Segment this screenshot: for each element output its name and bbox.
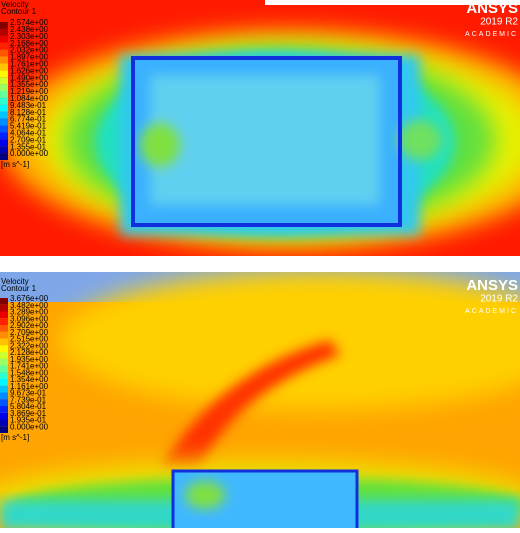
legend-label: 1.355e+00 xyxy=(10,80,49,89)
legend-label: 1.161e+00 xyxy=(10,382,49,391)
legend-swatch xyxy=(0,77,8,85)
legend-label: 2.709e-01 xyxy=(10,135,47,144)
legend-swatch xyxy=(0,304,8,312)
legend-swatch xyxy=(0,325,8,332)
legend-swatch xyxy=(0,49,8,57)
legend-label: 1.897e+00 xyxy=(10,53,49,62)
legend-unit: [m s^-1] xyxy=(1,160,29,169)
legend-label: 3.676e+00 xyxy=(10,294,49,303)
legend-swatch xyxy=(0,63,8,71)
logo-brand: ANSYS xyxy=(466,277,518,294)
legend-swatch xyxy=(0,70,8,78)
legend-label: 2.574e+00 xyxy=(10,18,49,27)
legend-label: 1.490e+00 xyxy=(10,73,49,82)
legend-swatch xyxy=(0,35,8,43)
contour-top xyxy=(0,0,520,256)
legend-subtitle: Contour 1 xyxy=(1,284,37,293)
legend-label: 2.709e+00 xyxy=(10,328,49,337)
legend-swatch xyxy=(0,118,8,126)
legend-label: 2.438e+00 xyxy=(10,25,49,34)
legend-swatch xyxy=(0,153,8,160)
legend-label: 0.000e+00 xyxy=(10,422,49,431)
legend-label: 2.303e+00 xyxy=(10,32,49,41)
legend-label: 6.774e-01 xyxy=(10,115,47,124)
logo-version: 2019 R2 xyxy=(480,294,518,305)
legend-swatch xyxy=(0,352,8,359)
legend-label: 8.128e-01 xyxy=(10,108,47,117)
legend-label: 1.935e+00 xyxy=(10,355,49,364)
legend-label: 1.548e+00 xyxy=(10,368,49,377)
legend-swatch xyxy=(0,379,8,386)
legend-label: 5.419e-01 xyxy=(10,122,47,131)
legend-label: 2.902e+00 xyxy=(10,321,49,330)
legend-label: 3.482e+00 xyxy=(10,301,49,310)
legend-label: 2.032e+00 xyxy=(10,46,49,55)
legend-label: 9.673e-01 xyxy=(10,389,47,398)
legend-swatch xyxy=(0,365,8,373)
legend-label: 1.084e+00 xyxy=(10,94,49,103)
legend-swatch xyxy=(0,318,8,325)
legend-swatch xyxy=(0,392,8,400)
legend-swatch xyxy=(0,104,8,112)
legend-swatch xyxy=(0,311,8,319)
legend-swatch xyxy=(0,358,8,366)
legend-title: Velocity xyxy=(1,277,29,286)
legend-swatch xyxy=(0,125,8,133)
legend-swatch xyxy=(0,406,8,413)
legend-swatch xyxy=(0,399,8,406)
legend-swatch xyxy=(0,56,8,64)
legend-label: 2.168e+00 xyxy=(10,39,49,48)
legend-label: 0.000e+00 xyxy=(10,149,49,158)
legend-label: 1.761e+00 xyxy=(10,60,49,69)
legend-swatch xyxy=(0,91,8,98)
logo-edition: ACADEMIC xyxy=(465,308,518,315)
legend-label: 1.935e-01 xyxy=(10,416,47,425)
legend-subtitle: Contour 1 xyxy=(1,7,37,16)
legend-title: Velocity xyxy=(1,0,29,9)
legend-label: 7.739e-01 xyxy=(10,395,47,404)
legend-swatch xyxy=(0,42,8,50)
legend-label: 2.322e+00 xyxy=(10,341,49,350)
legend-label: 3.869e-01 xyxy=(10,409,47,418)
legend-swatch xyxy=(0,372,8,379)
legend-swatch xyxy=(0,22,8,29)
legend-label: 1.626e+00 xyxy=(10,66,49,75)
separator xyxy=(0,256,520,272)
legend-label: 1.741e+00 xyxy=(10,362,49,371)
legend-label: 1.354e+00 xyxy=(10,375,49,384)
legend-label: 2.515e+00 xyxy=(10,335,49,344)
legend-swatch xyxy=(0,132,8,140)
legend-swatch xyxy=(0,385,8,393)
legend-swatch xyxy=(0,97,8,105)
legend-label: 4.064e-01 xyxy=(10,129,47,138)
legend-label: 5.804e-01 xyxy=(10,402,47,411)
legend-swatch xyxy=(0,338,8,346)
legend-swatch xyxy=(0,28,8,36)
legend-swatch xyxy=(0,84,8,91)
legend-label: 1.355e-01 xyxy=(10,142,47,151)
legend-unit: [m s^-1] xyxy=(1,433,29,442)
contour-bottom xyxy=(0,272,520,528)
legend-swatch xyxy=(0,146,8,154)
legend-swatch xyxy=(0,139,8,147)
legend-label: 1.219e+00 xyxy=(10,87,49,96)
legend-swatch xyxy=(0,111,8,119)
logo-version: 2019 R2 xyxy=(480,17,518,28)
logo-brand: ANSYS xyxy=(466,0,518,17)
legend-swatch xyxy=(0,419,8,427)
legend-label: 3.096e+00 xyxy=(10,314,49,323)
legend-swatch xyxy=(0,298,8,305)
legend-label: 3.289e+00 xyxy=(10,308,49,317)
legend-swatch xyxy=(0,345,8,352)
legend-swatch xyxy=(0,426,8,433)
legend-swatch xyxy=(0,412,8,420)
legend-swatch xyxy=(0,331,8,339)
logo-edition: ACADEMIC xyxy=(465,31,518,38)
legend-label: 2.128e+00 xyxy=(10,348,49,357)
legend-label: 9.483e-01 xyxy=(10,101,47,110)
